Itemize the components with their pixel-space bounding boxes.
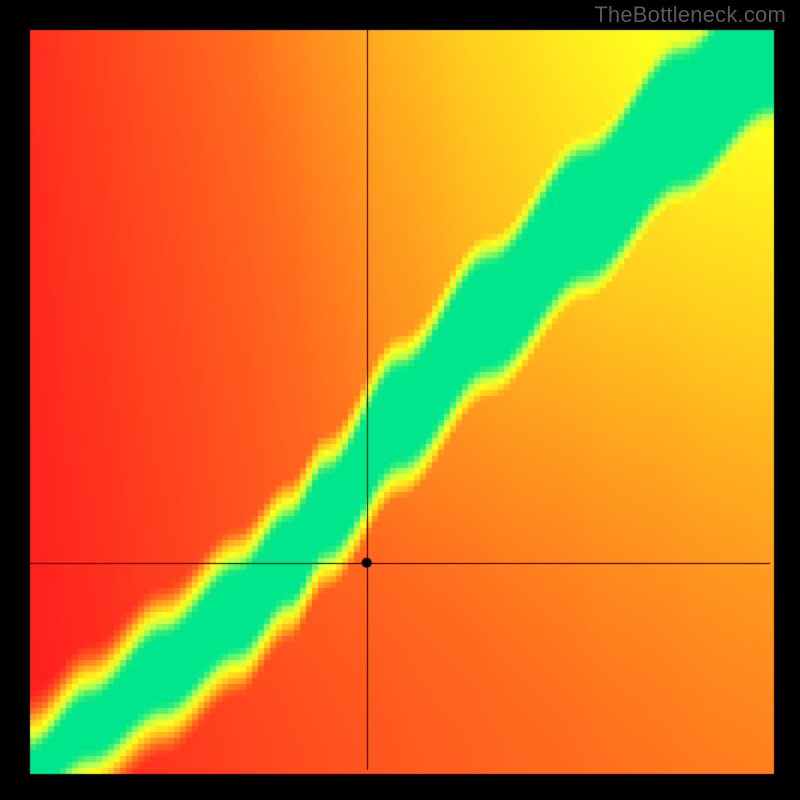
watermark-text: TheBottleneck.com xyxy=(594,2,786,28)
bottleneck-heatmap xyxy=(0,0,800,800)
